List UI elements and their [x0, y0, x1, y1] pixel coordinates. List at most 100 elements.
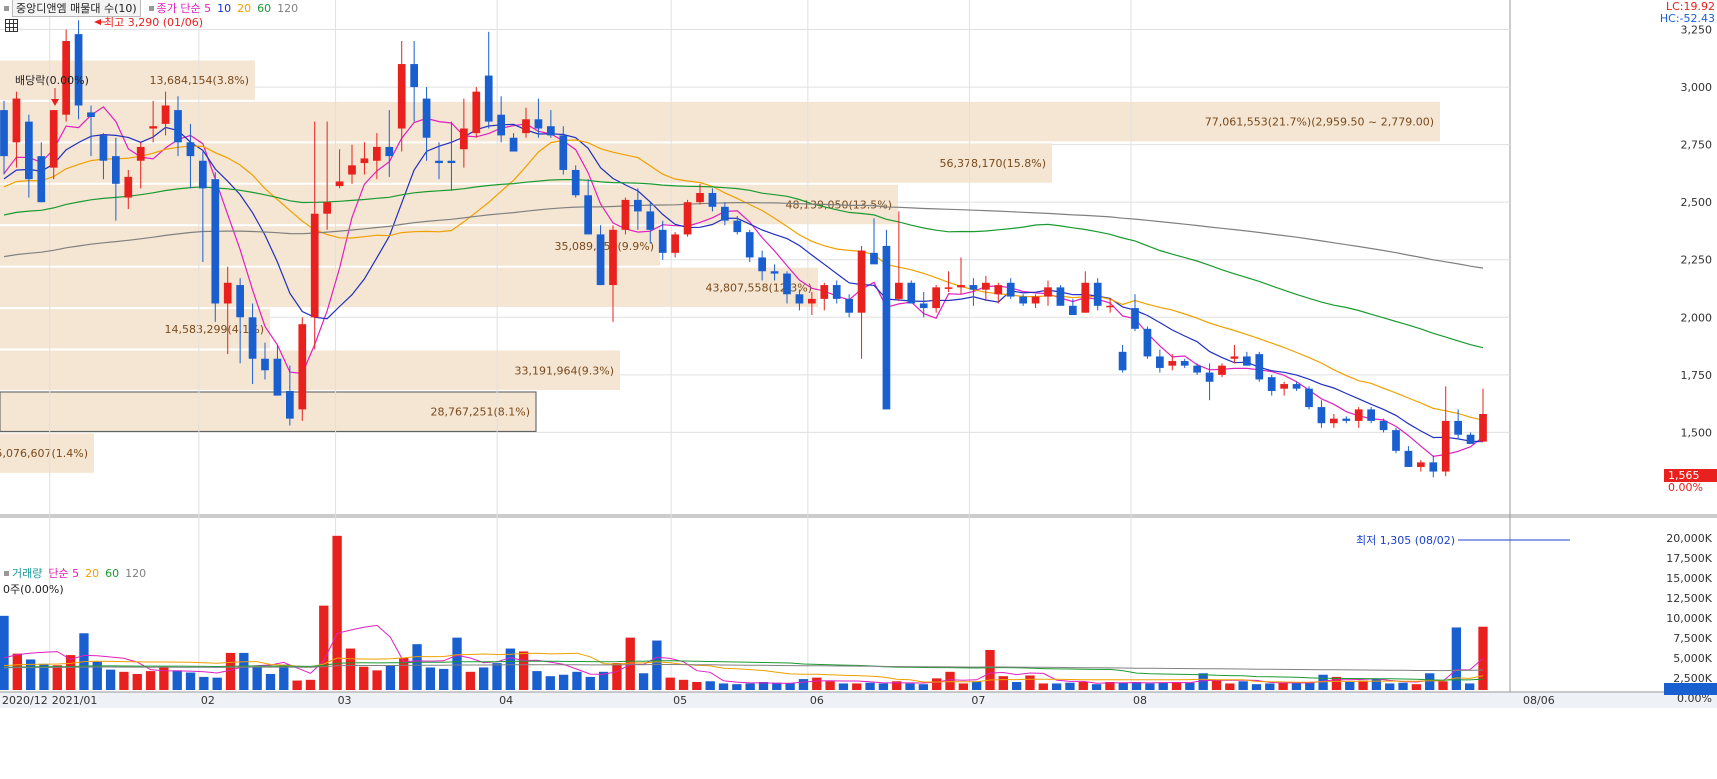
- candle-body: [1031, 296, 1040, 304]
- legend-item-0[interactable]: 거래량: [12, 567, 43, 580]
- volume-bar: [145, 671, 156, 690]
- price-ma-60: [3, 179, 1484, 349]
- legend-item-3[interactable]: 60: [105, 567, 120, 580]
- volume-bar: [558, 674, 569, 690]
- candle-body: [1441, 420, 1450, 472]
- volume-bar: [1158, 682, 1168, 690]
- candle-body: [199, 160, 207, 189]
- candle-body: [820, 285, 829, 299]
- legend-item-1[interactable]: 단순 5: [48, 567, 80, 580]
- legend-item-2[interactable]: 20: [85, 567, 100, 580]
- volume-tick-label: 10,000K: [1666, 612, 1712, 625]
- volume-profile-label: 33,191,964(9.3%): [514, 364, 614, 377]
- volume-bar: [159, 667, 169, 690]
- volume-profile-label: 14,583,299(4.1%): [164, 323, 264, 336]
- volume-bar: [1331, 676, 1342, 690]
- candle-body: [721, 206, 729, 221]
- volume-bar: [972, 681, 982, 690]
- volume-bar: [132, 674, 142, 690]
- volume-profile-bar: [0, 391, 537, 432]
- candle-body: [646, 211, 655, 230]
- candle-body: [658, 229, 667, 253]
- date-tick-label: 2021/01: [52, 694, 98, 707]
- volume-legend: 거래량 단순 5 20 60 120: [0, 566, 152, 580]
- volume-bar: [1145, 683, 1155, 690]
- hc-readout: HC:-52.43: [1659, 12, 1715, 25]
- candle-body: [733, 220, 742, 233]
- volume-bar: [1225, 683, 1235, 690]
- volume-bar: [105, 669, 116, 690]
- volume-bar: [998, 676, 1008, 690]
- candle-body: [1466, 434, 1475, 444]
- legend-item-3[interactable]: 60: [257, 2, 272, 15]
- price-tick-label: 3,250: [1681, 24, 1713, 37]
- legend-item-4[interactable]: 120: [277, 2, 299, 15]
- candle-body: [509, 137, 518, 152]
- candle-body: [186, 142, 195, 157]
- volume-bar: [1065, 682, 1075, 690]
- candle-body: [1354, 409, 1363, 421]
- candle-body: [882, 245, 891, 410]
- price-legend-items: 종가 단순 5 10 20 60 120: [157, 0, 304, 16]
- candle-body: [497, 114, 505, 136]
- volume-bar: [612, 663, 622, 690]
- volume-bar: [25, 659, 36, 690]
- candle-body: [1392, 430, 1400, 451]
- volume-bar: [372, 670, 382, 690]
- volume-profile-label: 5,076,607(1.4%): [0, 447, 88, 460]
- legend-item-1[interactable]: 10: [217, 2, 232, 15]
- volume-bar: [65, 655, 76, 690]
- candle-body: [298, 324, 307, 410]
- candle-body: [584, 195, 592, 235]
- volume-profile-bar: [0, 433, 94, 473]
- grid-icon[interactable]: [5, 19, 18, 32]
- candle-body: [1218, 365, 1226, 375]
- volume-profile-bar: [0, 267, 818, 308]
- price-tick-label: 2,500: [1681, 196, 1713, 209]
- candle-body: [1143, 328, 1152, 357]
- candle-body: [609, 229, 617, 286]
- volume-tick-label: 20,000K: [1666, 532, 1712, 545]
- candle-body: [1379, 420, 1388, 431]
- legend-item-2[interactable]: 20: [237, 2, 252, 15]
- volume-bar: [1118, 682, 1128, 690]
- date-tick-label: 04: [499, 694, 513, 707]
- candle-body: [1118, 351, 1127, 371]
- volume-bar: [705, 681, 715, 690]
- volume-bar: [1171, 682, 1182, 690]
- candle-body: [870, 252, 878, 265]
- volume-profile-label: 56,378,170(15.8%): [939, 157, 1046, 170]
- candle-body: [112, 156, 120, 184]
- volume-bar: [985, 650, 995, 690]
- candle-body: [1193, 365, 1201, 373]
- candle-body: [1429, 462, 1438, 472]
- volume-bar: [772, 682, 782, 690]
- volume-last-box: [1664, 683, 1717, 695]
- volume-legend-items: 거래량 단순 5 20 60 120: [12, 565, 152, 581]
- volume-bar: [1465, 683, 1475, 690]
- volume-bar: [812, 677, 822, 690]
- candle-body: [174, 110, 182, 143]
- candle-body: [1479, 414, 1487, 442]
- candle-body: [1156, 356, 1164, 368]
- price-tick-label: 1,750: [1681, 369, 1713, 382]
- candle-body: [348, 165, 356, 175]
- date-tick-label: 06: [810, 694, 824, 707]
- price-tick-label: 2,750: [1681, 139, 1713, 152]
- volume-bar: [412, 644, 422, 690]
- volume-bar: [1265, 683, 1275, 690]
- lc-readout: LC:19.92: [1665, 0, 1715, 13]
- volume-bar: [1451, 627, 1462, 690]
- legend-item-4[interactable]: 120: [125, 567, 147, 580]
- dividend-annotation: 배당락(0.00%): [15, 74, 89, 87]
- legend-item-0[interactable]: 종가 단순 5: [156, 2, 212, 15]
- candle-body: [1180, 361, 1189, 366]
- volume-bar: [652, 640, 662, 690]
- volume-bar: [305, 679, 316, 690]
- volume-bar: [1345, 682, 1355, 690]
- volume-bar: [425, 667, 436, 690]
- candle-body: [1230, 356, 1239, 359]
- candle-body: [410, 64, 418, 88]
- chart-title-button[interactable]: 중앙디앤엠 매물대 수(10): [12, 0, 141, 17]
